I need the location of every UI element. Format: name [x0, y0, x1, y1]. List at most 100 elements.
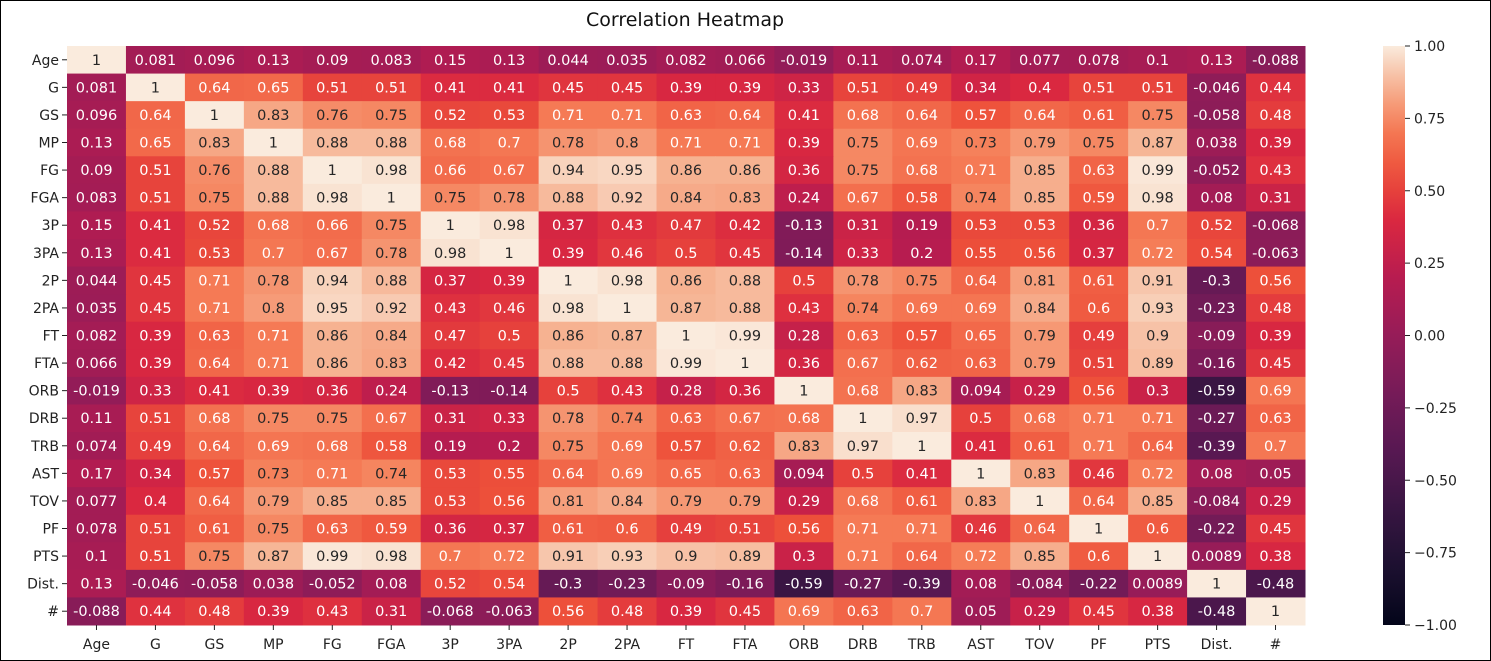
heatmap-cell [302, 432, 363, 461]
cell-value-label: -0.3 [554, 577, 582, 593]
cell-value-label: -0.13 [431, 384, 469, 400]
cell-value-label: -0.063 [486, 604, 533, 620]
heatmap-cell [361, 321, 422, 350]
cell-value-label: 0.83 [198, 136, 230, 152]
cell-value-label: 0.99 [316, 549, 348, 565]
heatmap-cell [243, 321, 304, 350]
heatmap-cell [538, 266, 599, 295]
heatmap-cell [243, 73, 304, 102]
heatmap-cell [1010, 569, 1070, 598]
heatmap-cell [361, 487, 422, 516]
cell-value-label: 0.76 [198, 163, 230, 179]
cell-value-label: 0.97 [847, 439, 879, 455]
heatmap-cell [67, 514, 127, 543]
cell-value-label: 0.78 [493, 191, 525, 207]
heatmap-cell [479, 597, 540, 626]
cell-value-label: -0.068 [427, 604, 474, 620]
heatmap-cell [479, 73, 540, 102]
heatmap-cell [302, 239, 363, 268]
heatmap-cell [243, 514, 304, 543]
heatmap-cell [1069, 376, 1129, 405]
heatmap-cell [715, 128, 775, 157]
cell-value-label: 0.66 [434, 163, 466, 179]
cell-value-label: 0.083 [370, 53, 412, 69]
cell-value-label: 0.75 [375, 108, 407, 124]
heatmap-cell [1246, 514, 1306, 543]
cell-value-label: 0.42 [729, 218, 761, 234]
heatmap-cell [892, 514, 952, 543]
heatmap-cell [597, 101, 658, 130]
heatmap-cell [125, 487, 186, 516]
cell-value-label: 0.43 [788, 301, 820, 317]
cell-value-label: 0.05 [965, 604, 997, 620]
cell-value-label: 0.083 [76, 191, 118, 207]
cell-value-label: 0.36 [1083, 218, 1115, 234]
cell-value-label: 0.68 [847, 494, 879, 510]
heatmap-cell [892, 321, 952, 350]
cell-value-label: 0.36 [434, 522, 466, 538]
heatmap-cell [715, 239, 775, 268]
heatmap-cell [361, 432, 422, 461]
cell-value-label: 0.074 [901, 53, 943, 69]
heatmap-cell [302, 514, 363, 543]
heatmap-cell [361, 266, 422, 295]
cell-value-label: 0.19 [906, 218, 938, 234]
cell-value-label: 0.69 [1259, 384, 1291, 400]
cell-value-label: 0.64 [906, 549, 938, 565]
heatmap-cell [125, 597, 186, 626]
cell-value-label: 0.09 [80, 163, 112, 179]
cell-value-label: 0.081 [76, 80, 118, 96]
colorbar-tick-label: −1.00 [1414, 618, 1457, 634]
cell-value-label: 0.24 [788, 191, 820, 207]
heatmap-cell [184, 294, 245, 323]
heatmap-cell [715, 156, 775, 185]
heatmap-cell [833, 239, 893, 268]
cell-value-label: 0.69 [906, 136, 938, 152]
heatmap-cell [302, 128, 363, 157]
cell-value-label: 0.78 [375, 246, 407, 262]
heatmap-cell [538, 46, 599, 75]
cell-value-label: 0.53 [493, 108, 525, 124]
heatmap-cell [1010, 597, 1070, 626]
heatmap-cell [597, 569, 658, 598]
heatmap-cell [1010, 349, 1070, 378]
heatmap-cell [892, 597, 952, 626]
heatmap-cell [833, 487, 893, 516]
cell-value-label: 0.43 [611, 218, 643, 234]
heatmap-cell [302, 156, 363, 185]
heatmap-cell [302, 459, 363, 488]
heatmap-cell [420, 487, 481, 516]
cell-value-label: 0.71 [670, 136, 702, 152]
heatmap-cell [774, 101, 834, 130]
heatmap-cell [1187, 404, 1247, 433]
cell-value-label: 1 [1212, 577, 1221, 593]
heatmap-cell [361, 349, 422, 378]
cell-value-label: 0.45 [139, 273, 171, 289]
cell-value-label: 1 [563, 273, 572, 289]
heatmap-cell [1187, 266, 1247, 295]
cell-value-label: 0.5 [792, 273, 815, 289]
cell-value-label: 0.39 [493, 273, 525, 289]
heatmap-cell [774, 514, 834, 543]
heatmap-cell [1187, 321, 1247, 350]
heatmap-cell [951, 294, 1011, 323]
cell-value-label: 0.51 [139, 549, 171, 565]
cell-value-label: 0.41 [198, 384, 230, 400]
cell-value-label: 0.78 [257, 273, 289, 289]
x-tick-label: PTS [1145, 637, 1171, 653]
cell-value-label: 0.39 [139, 329, 171, 345]
cell-value-label: 0.044 [76, 273, 118, 289]
heatmap-cell [892, 459, 952, 488]
cell-value-label: 0.9 [674, 549, 697, 565]
cell-value-label: 0.98 [552, 301, 584, 317]
heatmap-cell [656, 542, 716, 571]
heatmap-cell [774, 156, 834, 185]
cell-value-label: 0.7 [910, 604, 933, 620]
cell-value-label: 0.57 [670, 439, 702, 455]
cell-value-label: 0.49 [139, 439, 171, 455]
heatmap-cell [420, 73, 481, 102]
heatmap-cell [538, 404, 599, 433]
heatmap-cell [951, 266, 1011, 295]
heatmap-cell [892, 432, 952, 461]
heatmap-cell [656, 266, 716, 295]
